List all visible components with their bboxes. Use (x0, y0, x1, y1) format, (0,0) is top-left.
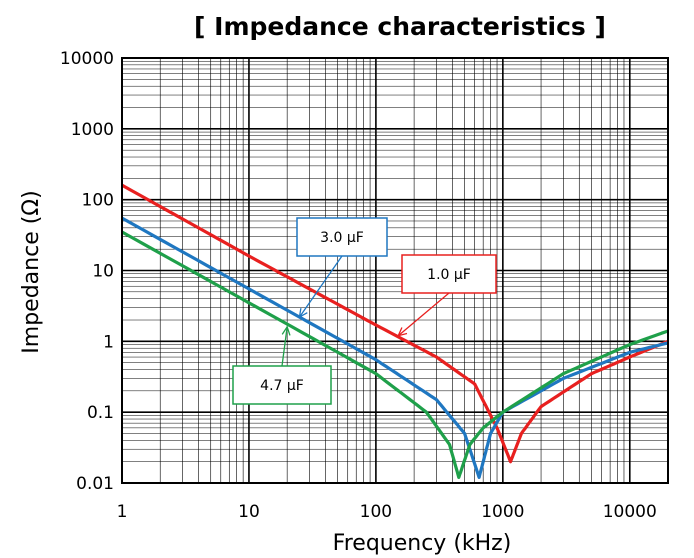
callout-arrowhead (298, 308, 308, 319)
callout-box (232, 365, 332, 405)
x-tick-label: 1000 (481, 502, 524, 522)
callout-label: 4.7 µF (260, 378, 304, 394)
series-line (121, 183, 669, 464)
x-axis-title: Frequency (kHz) (333, 531, 512, 556)
series-line (121, 230, 669, 479)
plot-frame (121, 57, 669, 484)
x-tick-label: 100 (360, 502, 392, 522)
callout-arrow (397, 292, 450, 337)
callout-arrowhead (397, 327, 408, 337)
callout-box (401, 254, 497, 294)
plot-border (121, 57, 669, 484)
callout-arrow (281, 326, 288, 367)
callout-label: 1.0 µF (427, 267, 471, 283)
callout-arrow (298, 255, 343, 318)
grid (121, 57, 669, 484)
y-tick-label: 10000 (60, 49, 114, 69)
callouts: 3.0 µF 1.0 µF 4.7 µF (232, 217, 497, 405)
callout: 1.0 µF (397, 254, 497, 337)
y-tick-label: 100 (82, 191, 114, 211)
y-tick-label: 0.1 (87, 403, 114, 423)
callout: 4.7 µF (232, 325, 332, 405)
callout-box (296, 217, 388, 257)
y-tick-label: 1 (103, 332, 114, 352)
x-tick-label: 1 (117, 502, 128, 522)
y-tick-labels: 0.01 0.1 1 10 100 1000 10000 (60, 49, 114, 494)
y-tick-label: 10 (92, 262, 114, 282)
x-tick-label: 10 (238, 502, 260, 522)
series-line (121, 216, 669, 479)
y-tick-label: 0.01 (76, 474, 114, 494)
chart-title: [ Impedance characteristics ] (194, 12, 606, 41)
callout: 3.0 µF (296, 217, 388, 319)
y-axis-title: Impedance (Ω) (19, 190, 44, 353)
x-tick-labels: 1 10 100 1000 10000 (117, 502, 657, 522)
y-tick-label: 1000 (71, 120, 114, 140)
callout-label: 3.0 µF (320, 230, 364, 246)
x-tick-label: 10000 (603, 502, 657, 522)
callout-arrowhead (281, 325, 291, 336)
series-lines (121, 183, 669, 479)
